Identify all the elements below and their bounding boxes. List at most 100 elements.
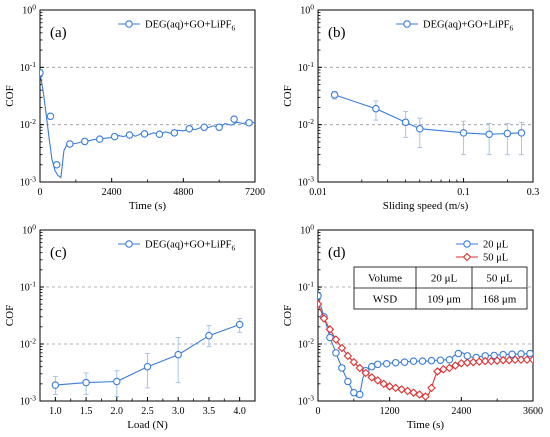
data-point <box>215 123 223 132</box>
data-point <box>401 118 410 127</box>
plot-frame <box>39 9 256 183</box>
data-point <box>528 355 533 364</box>
data-point <box>409 388 418 397</box>
data-point <box>415 390 424 399</box>
data-point <box>504 355 514 365</box>
legend-marker <box>125 20 133 28</box>
data-point <box>330 91 339 99</box>
data-point <box>397 385 406 394</box>
data-point <box>510 355 520 364</box>
x-tick-label: 4800 <box>173 187 193 198</box>
legend-marker <box>463 240 471 248</box>
x-tick-label: 4.0 <box>233 406 246 417</box>
data-point <box>433 367 442 376</box>
data-point <box>46 112 55 121</box>
x-tick-label: 3600 <box>523 406 543 417</box>
data-point <box>325 325 335 334</box>
table-cell: 109 μm <box>427 294 461 306</box>
data-point <box>332 349 340 357</box>
x-tick-label: 3.5 <box>203 406 216 417</box>
data-point <box>415 124 424 133</box>
data-point <box>454 349 463 358</box>
data-point <box>492 356 502 365</box>
legend-label: DEG(aq)+GO+LiPF6 <box>145 240 236 253</box>
x-tick-label: 0.1 <box>457 187 470 198</box>
x-tick-label: 1.0 <box>49 406 62 417</box>
x-tick-label: 0 <box>38 187 43 198</box>
table-cell: 20 μL <box>431 273 458 285</box>
data-point <box>427 356 436 365</box>
data-point <box>125 131 134 139</box>
y-tick-label: 10-3 <box>20 175 36 189</box>
data-point <box>356 390 364 399</box>
y-tick-label: 10-3 <box>298 394 314 408</box>
data-point <box>205 331 213 340</box>
data-point <box>503 129 512 138</box>
data-point <box>463 352 472 360</box>
data-point <box>350 388 358 397</box>
chart-panel-1: 100 10-1 10-2 10-30 2400 4800 7200 Time (s) COF (… <box>4 3 265 213</box>
data-point <box>200 123 208 132</box>
x-tick-label: 2400 <box>451 406 471 417</box>
x-tick-label: 2.0 <box>111 406 124 417</box>
data-layer <box>51 318 244 397</box>
data-point <box>338 364 346 372</box>
y-tick-label: 100 <box>22 3 36 17</box>
panel-label: (a) <box>50 25 67 41</box>
plot-frame <box>317 9 534 183</box>
chart-panel-3: 100 10-1 10-2 10-3 1.0 1.5 2.0 2.5 3.0 3.5 4.0 Load… <box>4 223 256 431</box>
data-point <box>485 130 493 139</box>
x-axis-label: Load (N) <box>127 419 168 431</box>
data-point <box>522 355 532 364</box>
data-point <box>421 392 430 401</box>
data-point <box>382 360 391 368</box>
data-point <box>436 356 445 364</box>
data-point <box>373 376 383 385</box>
chart-panel-2: 100 10-1 10-2 10-30.01 0.1 0.3 Sliding speed (… <box>282 3 539 213</box>
chart-panel-4: 100 10-1 10-2 10-30 1200 2400 3600 Time (s) COF (… <box>282 223 543 432</box>
table-cell: WSD <box>373 294 398 306</box>
legend: 20 μL 50 μL <box>456 240 508 264</box>
x-tick-label: 1200 <box>380 406 400 417</box>
wsd-table: Volume 20 μL 50 μL WSD 109 μm 168 μm <box>353 266 528 310</box>
data-layer <box>330 90 526 156</box>
data-point <box>427 383 436 393</box>
x-tick-label: 0 <box>316 406 321 417</box>
data-point <box>344 377 352 386</box>
series-line-1 <box>334 94 522 135</box>
x-tick-label: 3.0 <box>172 406 185 417</box>
y-axis-label: COF <box>4 305 16 326</box>
data-point <box>400 358 409 366</box>
y-axis-label: COF <box>4 85 16 106</box>
data-point <box>331 335 341 344</box>
data-point <box>498 355 508 365</box>
legend-marker <box>403 20 411 28</box>
data-layer <box>40 69 255 179</box>
data-point <box>143 362 152 371</box>
y-tick-label: 100 <box>300 3 314 17</box>
data-point <box>235 320 244 329</box>
y-tick-label: 10-2 <box>20 337 36 351</box>
y-tick-label: 10-1 <box>298 60 314 74</box>
x-tick-label: 1.5 <box>80 406 93 417</box>
data-point <box>517 129 526 137</box>
y-axis-label: COF <box>282 305 294 326</box>
x-tick-label: 2400 <box>102 187 122 198</box>
data-point <box>337 343 347 353</box>
data-point <box>490 351 498 360</box>
data-point <box>508 350 516 359</box>
x-tick-label: 0.01 <box>309 187 327 198</box>
data-point <box>82 378 90 387</box>
data-point <box>245 119 253 127</box>
legend-marker <box>125 240 133 248</box>
data-point <box>51 381 60 389</box>
data-point <box>463 358 472 367</box>
data-point <box>318 292 322 300</box>
data-point <box>52 160 61 169</box>
y-tick-label: 10-1 <box>20 60 36 74</box>
panel-label: (c) <box>50 245 67 261</box>
data-point <box>459 129 468 137</box>
panel-label: (d) <box>328 245 346 261</box>
y-tick-label: 100 <box>22 223 36 237</box>
data-point <box>474 357 484 366</box>
